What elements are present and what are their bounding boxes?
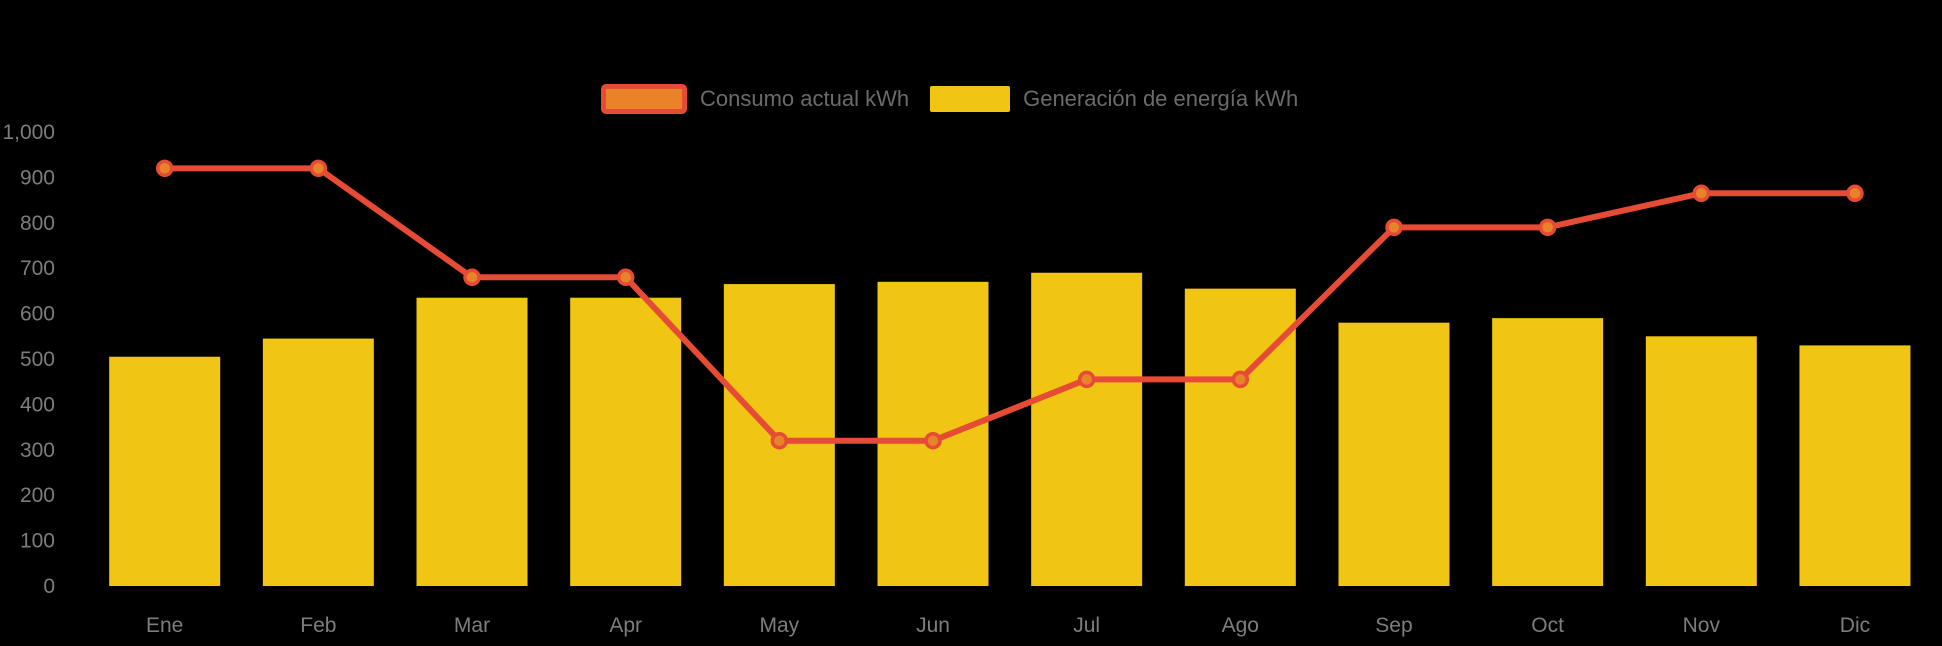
consumo-actual-swatch-icon <box>601 84 687 114</box>
x-axis-label-nov: Nov <box>1683 614 1721 637</box>
x-axis-label-ene: Ene <box>146 614 183 637</box>
point-dic[interactable] <box>1846 184 1864 203</box>
point-may[interactable] <box>770 431 789 450</box>
x-axis-label-ago: Ago <box>1222 614 1259 637</box>
consumo-line <box>164 165 1855 444</box>
generacion-energia-swatch-icon <box>930 86 1011 112</box>
x-axis-label-mar: Mar <box>454 614 490 637</box>
x-axis-label-apr: Apr <box>609 614 642 637</box>
x-axis-label-may: May <box>759 614 799 637</box>
x-axis-label-oct: Oct <box>1531 614 1564 637</box>
bar-feb[interactable] <box>262 338 374 586</box>
bar-ene[interactable] <box>109 356 221 586</box>
point-ene[interactable] <box>155 159 174 178</box>
legend: Consumo actual kWh Generación de energía… <box>601 84 1298 114</box>
bar-jul[interactable] <box>1031 272 1143 586</box>
y-tick-label-600: 600 <box>20 303 55 326</box>
x-axis-label-jul: Jul <box>1073 614 1100 637</box>
point-jul[interactable] <box>1077 370 1096 389</box>
legend-item-consumo-actual[interactable]: Consumo actual kWh <box>601 84 909 114</box>
y-tick-label-500: 500 <box>20 348 55 371</box>
y-tick-label-1000: 1,000 <box>2 121 55 144</box>
x-axis-label-feb: Feb <box>300 614 336 637</box>
y-tick-label-700: 700 <box>20 257 55 280</box>
x-axis-label-sep: Sep <box>1375 614 1412 637</box>
point-mar[interactable] <box>463 268 481 287</box>
point-apr[interactable] <box>616 268 635 287</box>
bar-ago[interactable] <box>1184 288 1296 586</box>
legend-label-generacion-energia: Generación de energía kWh <box>1023 86 1299 111</box>
bar-sep[interactable] <box>1338 322 1450 586</box>
legend-item-generacion-energia[interactable]: Generación de energía kWh <box>930 84 1298 114</box>
bar-nov[interactable] <box>1645 336 1757 586</box>
x-axis-label-jun: Jun <box>916 614 950 637</box>
y-tick-label-100: 100 <box>20 530 55 553</box>
point-ago[interactable] <box>1231 370 1250 389</box>
y-tick-label-400: 400 <box>20 393 55 416</box>
bar-apr[interactable] <box>570 297 682 586</box>
bar-mar[interactable] <box>416 297 528 586</box>
point-feb[interactable] <box>309 159 328 178</box>
bar-dic[interactable] <box>1799 345 1911 586</box>
point-jun[interactable] <box>924 431 942 450</box>
y-tick-label-300: 300 <box>20 439 55 462</box>
legend-label-consumo-actual: Consumo actual kWh <box>700 86 910 111</box>
point-sep[interactable] <box>1385 218 1403 237</box>
point-oct[interactable] <box>1538 218 1557 237</box>
y-tick-label-0: 0 <box>43 575 55 598</box>
y-tick-label-200: 200 <box>20 484 55 507</box>
point-nov[interactable] <box>1692 184 1711 203</box>
y-tick-label-800: 800 <box>20 212 55 235</box>
x-axis-label-dic: Dic <box>1840 614 1870 637</box>
bar-oct[interactable] <box>1492 318 1604 586</box>
y-tick-label-900: 900 <box>20 166 55 189</box>
